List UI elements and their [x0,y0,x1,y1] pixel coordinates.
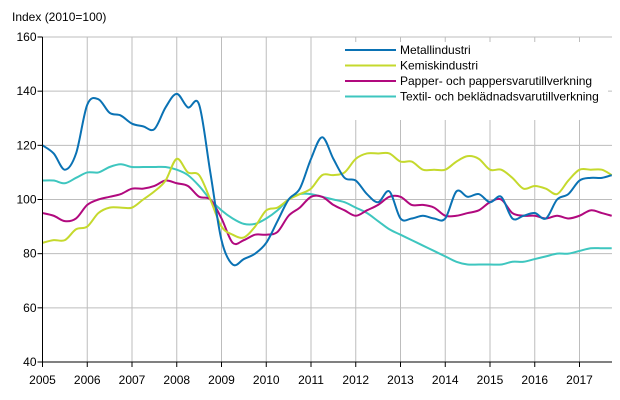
x-tick-label: 2010 [253,373,280,387]
series-line-2 [42,151,613,244]
x-tick-label: 2014 [432,373,459,387]
x-tick-label: 2008 [163,373,190,387]
x-tick-label: 2016 [521,373,548,387]
x-tick-label: 2009 [208,373,235,387]
y-axis-label: Index (2010=100) [12,10,106,24]
x-tick-label: 2012 [342,373,369,387]
series-line-1 [41,92,613,267]
y-tick-label: 60 [23,301,37,315]
legend-label: Kemiskindustri [400,59,478,73]
y-tick-label: 120 [16,138,36,152]
axes: 40 60 80 100 120 140 160 2005 2006 2007 2008 2009 20… [16,30,612,387]
x-tick-label: 2006 [74,373,101,387]
x-tick-label: 2011 [298,373,324,387]
x-tick-label: 2007 [119,373,146,387]
grid [42,36,612,362]
y-tick-label: 160 [16,30,36,44]
x-tick-label: 2005 [29,373,56,387]
y-tick-label: 40 [23,355,37,369]
legend-label: Textil- och beklädnadsvarutillverkning [400,90,599,104]
x-tick-label: 2013 [387,373,414,387]
legend-label: Metallindustri [400,43,471,57]
x-tick-label: 2015 [477,373,504,387]
y-tick-label: 80 [23,247,37,261]
y-tick-label: 140 [16,84,36,98]
series-line-3 [42,179,612,246]
series-line-4 [42,163,612,266]
y-tick-label: 100 [16,193,36,207]
series-lines [41,92,613,267]
x-tick-label: 2017 [566,373,593,387]
legend-label: Papper- och pappersvarutillverkning [400,74,592,88]
